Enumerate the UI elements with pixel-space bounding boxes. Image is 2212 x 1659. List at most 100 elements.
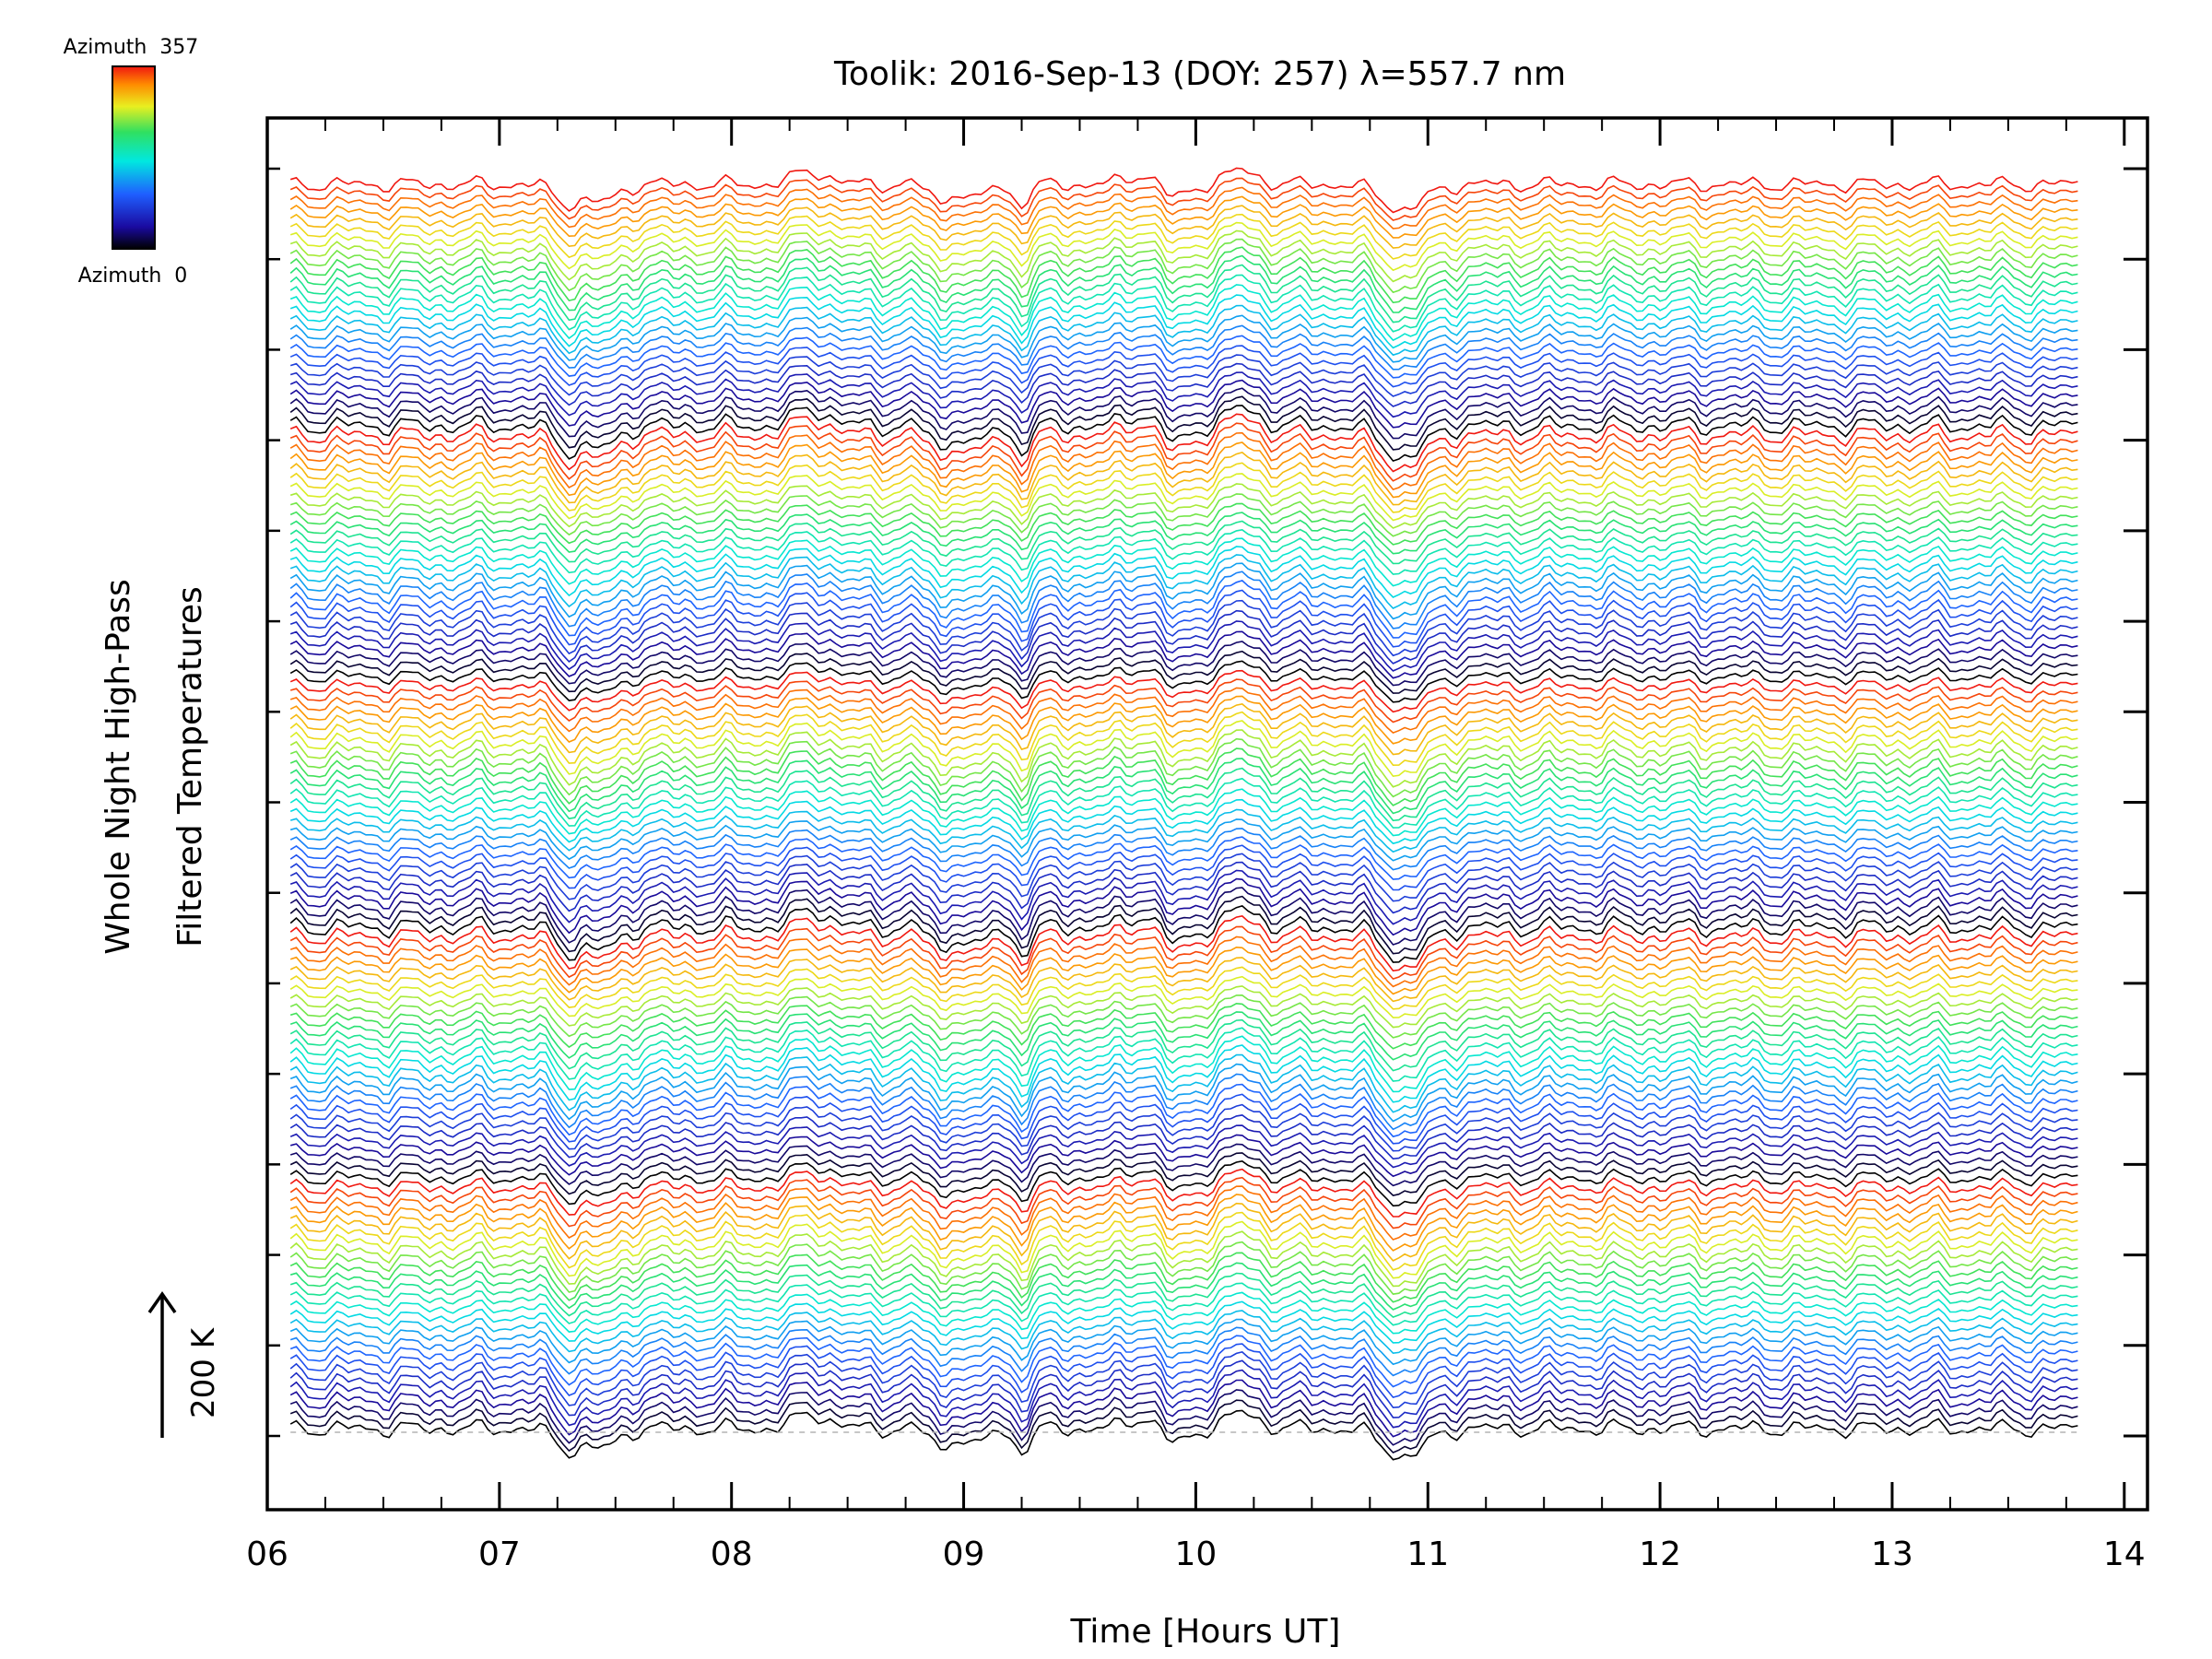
x-tick-label: 10 (1175, 1535, 1218, 1573)
chart-title: Toolik: 2016-Sep-13 (DOY: 257) λ=557.7 n… (833, 55, 1566, 93)
series-line (289, 1134, 2078, 1178)
x-tick-label: 06 (246, 1535, 288, 1573)
series-line (289, 660, 2078, 703)
series-line (289, 1159, 2078, 1207)
series-line (289, 1300, 2078, 1344)
series-line (289, 641, 2078, 687)
series-line (289, 1220, 2078, 1279)
series-line (289, 1335, 2078, 1388)
x-tick-label: 08 (711, 1535, 753, 1573)
x-tick-label: 12 (1639, 1535, 1681, 1573)
series-line (289, 324, 2078, 371)
series-line (289, 1152, 2078, 1196)
series-line (289, 294, 2078, 349)
series-line (289, 808, 2078, 853)
series-line (289, 1272, 2078, 1319)
series-line (289, 925, 2078, 981)
x-tick-label: 13 (1871, 1535, 1913, 1573)
series-line (289, 528, 2078, 575)
series-line (289, 853, 2078, 902)
series-line (289, 493, 2078, 537)
series-line (289, 788, 2078, 837)
series-line (289, 473, 2078, 522)
series-line (289, 687, 2078, 735)
series-line (289, 379, 2078, 429)
axis-ticks (265, 118, 2147, 1510)
series-line (289, 284, 2078, 342)
series-line (289, 994, 2078, 1039)
x-tick-label: 14 (2103, 1535, 2146, 1573)
series-line (289, 966, 2078, 1010)
series-line (289, 1318, 2078, 1366)
series-line (289, 1011, 2078, 1061)
series-line (289, 737, 2078, 798)
series-line (289, 1176, 2078, 1230)
series-line (289, 483, 2078, 529)
series-line (289, 167, 2078, 214)
series-line (289, 836, 2078, 880)
series-line (289, 441, 2078, 499)
series-line (289, 818, 2078, 862)
series-line (289, 1083, 2078, 1138)
series-line (289, 1093, 2078, 1145)
series-line (289, 413, 2078, 473)
x-tick-label: 07 (478, 1535, 521, 1573)
series-line (289, 869, 2078, 925)
x-tick-label: 11 (1406, 1535, 1449, 1573)
series-line (289, 935, 2078, 988)
series-line (289, 580, 2078, 639)
series-line (289, 1252, 2078, 1303)
series-line (289, 1211, 2078, 1271)
series-line (289, 1369, 2078, 1429)
series-line (289, 1002, 2078, 1050)
series-line (289, 422, 2078, 482)
series-line (289, 589, 2078, 648)
series-line (289, 371, 2078, 418)
series-line (289, 362, 2078, 407)
series-line (289, 844, 2078, 891)
series-line (289, 1114, 2078, 1160)
series-line (289, 213, 2078, 260)
series-line (289, 747, 2078, 806)
series-line (289, 405, 2078, 463)
series-line (289, 895, 2078, 955)
series-line (289, 798, 2078, 845)
series-line (289, 502, 2078, 546)
series-line (289, 650, 2078, 694)
series-line (289, 554, 2078, 609)
series-line (289, 695, 2078, 745)
series-line (289, 975, 2078, 1018)
x-tick-labels: 06 07 08 09 10 11 12 13 14 (246, 1535, 2146, 1573)
series-line (289, 1053, 2078, 1113)
series-line (289, 431, 2078, 491)
series-line (289, 1194, 2078, 1252)
series-line (289, 221, 2078, 272)
series-line (289, 609, 2078, 665)
plot-frame (265, 116, 2149, 1512)
series-line (289, 678, 2078, 724)
series-line (289, 1351, 2078, 1409)
series-line (289, 205, 2078, 249)
series-line (289, 767, 2078, 822)
series-line (289, 177, 2078, 221)
series-line (289, 395, 2078, 451)
series-line (289, 452, 2078, 506)
series-line (289, 229, 2078, 283)
series-line (289, 828, 2078, 871)
series-line (289, 462, 2078, 513)
series-line (289, 1282, 2078, 1326)
series-line (289, 905, 2078, 963)
series-line (289, 915, 2078, 972)
series-group (289, 167, 2078, 1461)
series-line (289, 546, 2078, 598)
series-line (289, 630, 2078, 679)
scale-bar: 200 K (147, 1290, 222, 1438)
series-line (289, 1230, 2078, 1288)
series-line (289, 1073, 2078, 1131)
series-line (289, 335, 2078, 379)
series-line (289, 1018, 2078, 1072)
series-line (289, 1379, 2078, 1438)
series-line (289, 887, 2078, 946)
colorbar (112, 65, 156, 250)
